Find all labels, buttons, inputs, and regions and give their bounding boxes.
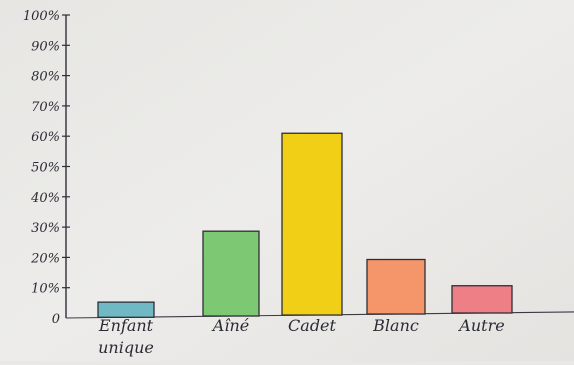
x-tick-label: Blanc xyxy=(372,316,419,335)
y-tick-label: 40% xyxy=(30,191,60,206)
y-tick-label: 10% xyxy=(31,282,60,297)
x-tick-label: Aîné xyxy=(211,316,249,335)
x-tick-label: Enfant xyxy=(98,316,154,335)
y-tick-label: 60% xyxy=(31,130,60,145)
y-tick-label: 30% xyxy=(31,221,60,236)
bar-3 xyxy=(281,132,343,316)
bar-4 xyxy=(366,258,426,315)
y-tick-label: 0 xyxy=(52,312,60,327)
y-tick-label: 80% xyxy=(31,70,60,85)
y-tick-label: 70% xyxy=(31,100,60,115)
y-tick-label: 50% xyxy=(31,161,60,176)
x-tick-label: unique xyxy=(98,338,154,357)
bar-1 xyxy=(97,301,155,318)
x-tick-label: Autre xyxy=(457,316,504,335)
bar-5 xyxy=(451,285,513,314)
y-tick-label: 90% xyxy=(31,39,60,54)
y-tick-label: 20% xyxy=(30,251,60,266)
x-tick-label: Cadet xyxy=(288,316,336,335)
bar-2 xyxy=(202,230,260,317)
y-tick-label: 100% xyxy=(23,9,60,24)
